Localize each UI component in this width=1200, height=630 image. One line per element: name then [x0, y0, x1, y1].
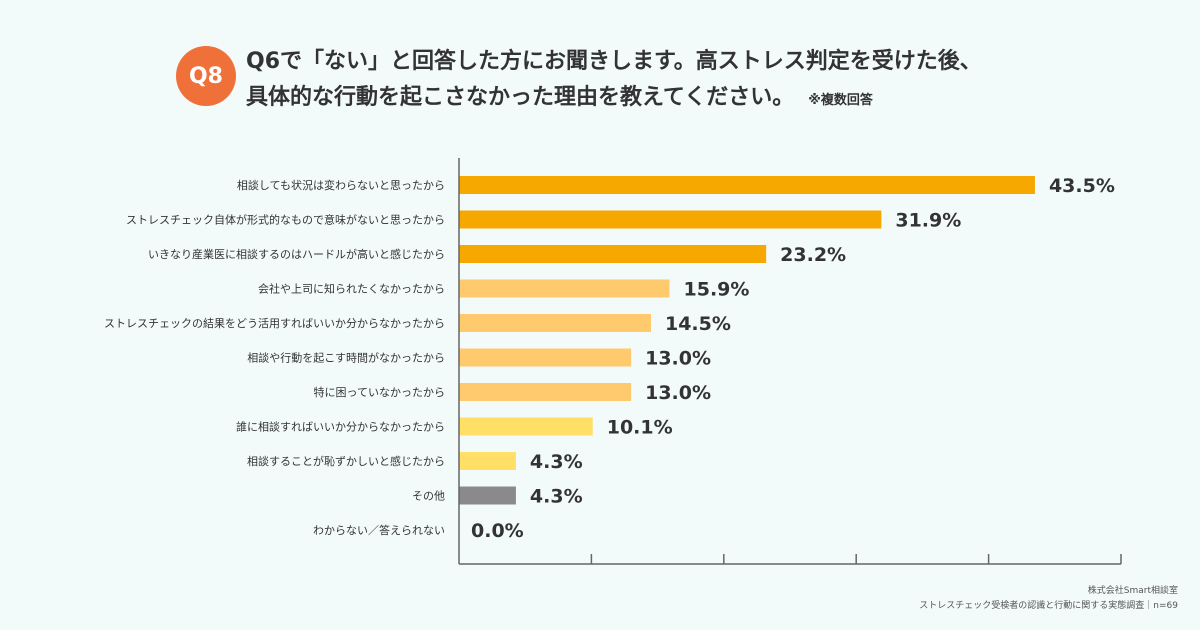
data-label: 14.5% [665, 313, 731, 335]
data-label: 13.0% [645, 348, 711, 370]
category-label: 相談や行動を起こす時間がなかったから [247, 351, 445, 365]
data-label: 10.1% [607, 417, 673, 439]
title-line-2: 具体的な行動を起こさなかった理由を教えてください。 ※複数回答 [246, 80, 982, 119]
category-label: 会社や上司に知られたくなかったから [258, 282, 445, 296]
category-label: わからない／答えられない [313, 523, 445, 537]
data-label: 0.0% [471, 520, 524, 542]
category-label: 特に困っていなかったから [314, 385, 445, 399]
bar [459, 176, 1035, 194]
bar [459, 486, 516, 505]
category-label: いきなり産業医に相談するのはハードルが高いと感じたから [148, 247, 445, 261]
data-label: 15.9% [684, 279, 750, 301]
category-label: その他 [412, 490, 445, 503]
bar [459, 210, 882, 229]
category-label: 誰に相談すればいいか分からなかったから [236, 420, 445, 434]
category-label: 相談することが恥ずかしいと感じたから [247, 454, 445, 468]
title-line-2-text: 具体的な行動を起こさなかった理由を教えてください。 [246, 85, 795, 110]
data-label: 4.3% [530, 451, 583, 473]
bar [459, 348, 632, 367]
category-label: 相談しても状況は変わらないと思ったから [237, 178, 445, 192]
data-label: 23.2% [780, 244, 846, 266]
data-label: 31.9% [895, 210, 961, 232]
bar [459, 279, 670, 298]
bar [459, 417, 593, 436]
footer-company: 株式会社Smart相談室 [1087, 586, 1178, 596]
footer-source: ストレスチェック受検者の認識と行動に関する実態調査｜n=69 [919, 601, 1178, 611]
bar [459, 383, 632, 401]
page-title: Q6で「ない」と回答した方にお聞きします。高ストレス判定を受けた後、 具体的な行… [246, 44, 982, 119]
bar [459, 452, 516, 470]
title-line-1: Q6で「ない」と回答した方にお聞きします。高ストレス判定を受けた後、 [246, 49, 982, 74]
multiple-answer-note: ※複数回答 [808, 93, 873, 108]
category-label: ストレスチェックの結果をどう活用すればいいか分からなかったから [104, 316, 445, 330]
data-label: 4.3% [530, 486, 583, 508]
footer: 株式会社Smart相談室 ストレスチェック受検者の認識と行動に関する実態調査｜n… [919, 584, 1178, 614]
category-label: ストレスチェック自体が形式的なもので意味がないと思ったから [126, 213, 445, 227]
question-badge: Q8 [176, 46, 236, 106]
data-label: 43.5% [1049, 175, 1115, 197]
bar [459, 245, 767, 263]
bar [459, 314, 651, 332]
data-label: 13.0% [645, 382, 711, 404]
